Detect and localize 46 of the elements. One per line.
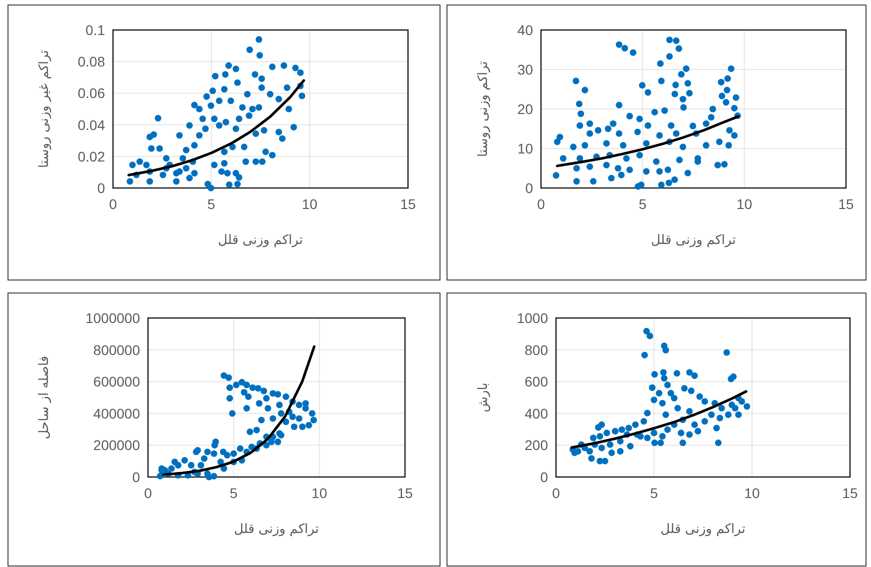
y-tick-label: 0.02: [78, 148, 106, 164]
x-axis-title: تراکم وزنی قلل: [651, 233, 736, 248]
x-tick-label: 5: [230, 485, 238, 501]
y-tick-label: 0.1: [86, 22, 106, 38]
y-axis-title: تراکم وزنی روستا: [476, 60, 491, 157]
y-tick-label: 600000: [93, 374, 140, 390]
x-tick-label: 10: [736, 196, 752, 212]
x-tick-label: 15: [842, 485, 858, 501]
y-tick-label: 400000: [93, 405, 140, 422]
y-tick-label: 0.06: [78, 85, 106, 102]
line-series: [127, 79, 306, 176]
y-tick-label: 800: [524, 342, 548, 358]
x-tick-label: 15: [400, 196, 416, 212]
x-tick-label: 5: [638, 196, 647, 212]
y-tick-label: 600: [524, 374, 548, 390]
x-axis-title: تراکم وزنی قلل: [218, 233, 304, 248]
y-tick-label: 20: [517, 101, 534, 117]
y-tick-label: 800000: [93, 342, 140, 358]
y-tick-label: 400: [524, 405, 548, 422]
y-tick-label: 0: [525, 180, 534, 196]
y-axis-title: تراکم غیر وزنی روستا: [37, 50, 52, 168]
y-tick-label: 200000: [93, 437, 140, 454]
x-tick-label: 5: [650, 485, 658, 501]
y-tick-label: 0: [97, 180, 106, 196]
x-tick-label: 0: [144, 485, 152, 501]
x-tick-label: 15: [838, 196, 854, 212]
y-tick-label: 1000000: [85, 310, 140, 326]
y-axis-title: بارش: [476, 382, 491, 412]
y-tick-label: 0: [540, 469, 548, 485]
y-tick-label: 30: [517, 62, 534, 78]
y-tick-label: 0: [132, 469, 140, 485]
y-tick-label: 200: [524, 437, 548, 454]
x-axis-title: تراکم وزنی قلل: [660, 522, 746, 537]
y-tick-label: 1000: [516, 310, 548, 326]
x-tick-label: 5: [207, 196, 216, 212]
y-tick-label: 40: [517, 22, 534, 38]
x-tick-label: 0: [552, 485, 560, 501]
y-axis-title: فاصله از ساحل: [37, 356, 52, 440]
x-tick-label: 15: [397, 485, 413, 501]
x-axis-title: تراکم وزنی قلل: [234, 522, 320, 537]
x-tick-label: 10: [302, 196, 318, 212]
x-tick-label: 10: [312, 485, 328, 501]
x-tick-label: 10: [744, 485, 760, 501]
y-tick-label: 10: [517, 140, 534, 156]
y-tick-label: 0.08: [78, 54, 106, 70]
y-tick-label: 0.04: [78, 116, 106, 133]
